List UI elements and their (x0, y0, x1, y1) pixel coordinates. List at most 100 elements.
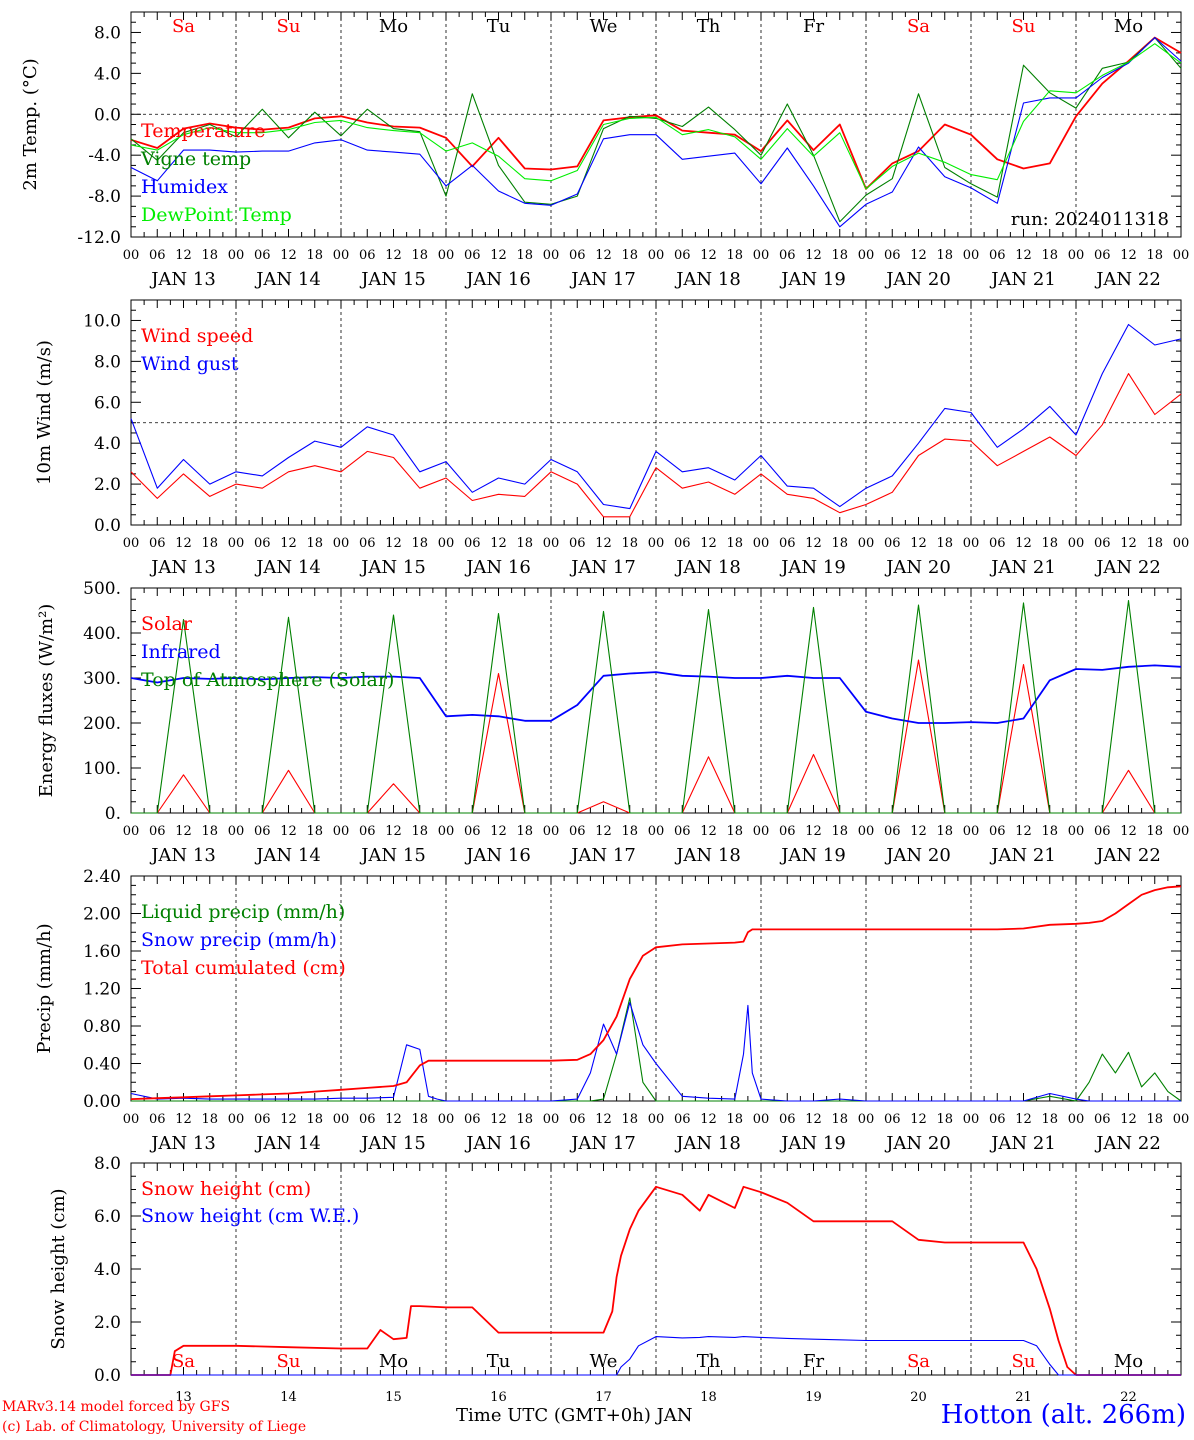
hour-label: 06 (254, 248, 271, 263)
hour-label: 06 (884, 248, 901, 263)
date-label: JAN 16 (464, 1133, 531, 1154)
hour-label: 00 (123, 824, 140, 839)
day-of-week-label: Su (1012, 1351, 1036, 1372)
day-number-label: 18 (700, 1390, 717, 1405)
series-line-liquid-precip-mm-h- (131, 997, 1182, 1102)
day-of-week-label: Tu (487, 1351, 511, 1372)
hour-label: 12 (385, 824, 402, 839)
hour-label: 12 (1015, 536, 1032, 551)
date-label: JAN 19 (779, 557, 846, 578)
hour-label: 00 (1173, 248, 1190, 263)
y-tick-label: 4.0 (94, 1260, 121, 1280)
hour-label: 12 (700, 536, 717, 551)
legend-entry: Liquid precip (mm/h) (141, 901, 345, 923)
y-tick-label: 300. (83, 669, 121, 689)
y-tick-label: 0.80 (83, 1017, 121, 1037)
hour-label: 18 (201, 1112, 218, 1127)
hour-label: 18 (306, 824, 323, 839)
date-label: JAN 20 (884, 845, 951, 866)
hour-label: 06 (674, 248, 691, 263)
hour-label: 00 (438, 248, 455, 263)
day-of-week-label: Th (697, 1351, 721, 1372)
date-label: JAN 16 (464, 557, 531, 578)
hour-label: 18 (201, 536, 218, 551)
series-line-humidex (130, 37, 1182, 228)
hour-label: 18 (411, 824, 428, 839)
series-line-snow-height-cm- (131, 1185, 1181, 1376)
hour-label: 00 (648, 536, 665, 551)
y-tick-label: 4.0 (94, 434, 121, 454)
hour-label: 18 (621, 248, 638, 263)
date-label: JAN 15 (359, 1133, 426, 1154)
date-label: JAN 14 (254, 269, 321, 290)
date-label: JAN 21 (989, 1133, 1056, 1154)
hour-label: 00 (1068, 1112, 1085, 1127)
hour-label: 06 (674, 536, 691, 551)
y-axis-title: Energy fluxes (W/m²) (36, 604, 57, 798)
hour-label: 12 (1015, 248, 1032, 263)
panel-frame-1 (130, 299, 1182, 526)
hour-label: 12 (910, 824, 927, 839)
hour-label: 06 (989, 248, 1006, 263)
hour-label: 06 (1094, 248, 1111, 263)
hour-label: 18 (726, 536, 743, 551)
hour-label: 18 (516, 248, 533, 263)
hour-label: 18 (726, 1112, 743, 1127)
hour-label: 12 (280, 1112, 297, 1127)
hour-label: 06 (149, 1112, 166, 1127)
hour-label: 00 (963, 824, 980, 839)
legend-entry: Humidex (141, 176, 228, 198)
date-label: JAN 20 (884, 557, 951, 578)
run-label: run: 2024011318 (1011, 209, 1169, 230)
hour-label: 06 (989, 536, 1006, 551)
day-number-label: 19 (805, 1390, 822, 1405)
hour-label: 00 (858, 536, 875, 551)
hour-label: 18 (1041, 248, 1058, 263)
legend-entry: DewPoint Temp (141, 204, 292, 226)
hour-label: 00 (333, 536, 350, 551)
hour-label: 00 (1173, 1112, 1190, 1127)
hour-label: 12 (385, 1112, 402, 1127)
hour-label: 12 (910, 248, 927, 263)
hour-label: 18 (516, 1112, 533, 1127)
date-label: JAN 13 (149, 557, 216, 578)
hour-label: 18 (411, 248, 428, 263)
hour-label: 12 (805, 536, 822, 551)
y-tick-label: -4.0 (88, 146, 121, 166)
day-number-label: 14 (280, 1390, 297, 1405)
hour-label: 18 (201, 824, 218, 839)
hour-label: 00 (333, 824, 350, 839)
series-line-infrared (130, 664, 1182, 724)
y-tick-label: 8.0 (94, 352, 121, 372)
y-axis-title: 2m Temp. (°C) (20, 58, 41, 190)
hour-label: 00 (963, 1112, 980, 1127)
y-tick-label: 6.0 (94, 1207, 121, 1227)
hour-label: 00 (438, 1112, 455, 1127)
hour-label: 00 (123, 1112, 140, 1127)
x-axis-title: Time UTC (GMT+0h) JAN (456, 1405, 693, 1426)
day-of-week-label: Fr (803, 1351, 824, 1372)
hour-label: 18 (936, 824, 953, 839)
hour-label: 12 (490, 536, 507, 551)
hour-label: 18 (726, 248, 743, 263)
y-tick-label: 10.0 (83, 311, 121, 331)
hour-label: 12 (175, 1112, 192, 1127)
hour-label: 06 (254, 824, 271, 839)
y-tick-label: 0.0 (94, 1366, 121, 1386)
date-label: JAN 18 (674, 1133, 741, 1154)
hour-label: 06 (149, 248, 166, 263)
y-tick-label: 0. (105, 804, 121, 824)
date-label: JAN 17 (569, 845, 636, 866)
hour-label: 18 (621, 536, 638, 551)
hour-label: 06 (149, 824, 166, 839)
y-tick-label: 100. (83, 759, 121, 779)
hour-label: 00 (1173, 824, 1190, 839)
y-tick-label: 0.0 (94, 105, 121, 125)
day-number-label: 13 (175, 1390, 192, 1405)
hour-label: 12 (1015, 1112, 1032, 1127)
date-label: JAN 21 (989, 557, 1056, 578)
legend-entry: Top of Atmosphere (Solar) (141, 669, 394, 691)
hour-label: 06 (674, 1112, 691, 1127)
hour-label: 18 (411, 536, 428, 551)
